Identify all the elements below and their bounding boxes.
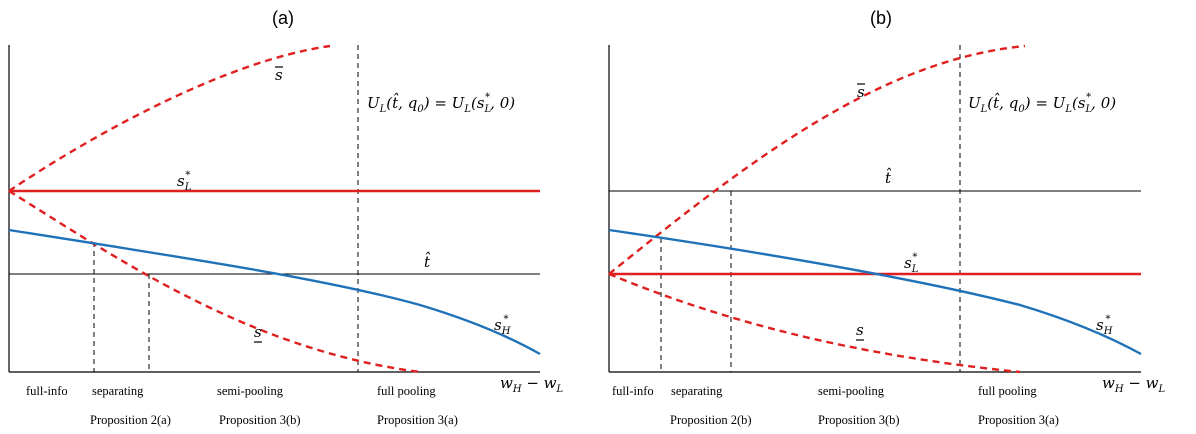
panel-a-x-axis-label: wH − wL — [500, 374, 564, 395]
panel-a-region-full-pooling: full pooling — [377, 384, 436, 398]
panel-b-prop-full-pooling: Proposition 3(a) — [978, 413, 1059, 427]
panel-a-region-semi-pooling: semi-pooling — [217, 384, 284, 398]
panel-a-t-hat-label: t̂ — [424, 252, 431, 271]
panel-b-s-under-label: s — [856, 321, 864, 341]
panel-b-region-semi-pooling: semi-pooling — [818, 384, 885, 398]
panel-b-sH-star-label: sH* — [1096, 314, 1113, 337]
svg-text:UL(t̂, q0) = UL(sL*, 0): UL(t̂, q0) = UL(sL*, 0) — [367, 92, 515, 115]
svg-text:s: s — [275, 66, 283, 84]
svg-text:UL(t̂, q0) = UL(sL*, 0): UL(t̂, q0) = UL(sL*, 0) — [968, 92, 1116, 115]
panel-a-sH-star-label: sH* — [494, 314, 511, 337]
svg-text:wH − wL: wH − wL — [500, 374, 564, 395]
panel-b-region-full-info: full-info — [612, 384, 654, 398]
panel-b-x-axis-label: wH − wL — [1102, 374, 1166, 395]
panel-a-sL-star-label: sL* — [177, 170, 192, 193]
svg-text:s: s — [254, 323, 262, 341]
panel-b-prop-semi-pooling: Proposition 3(b) — [818, 413, 900, 427]
panel-a-sH-star-curve — [8, 228, 541, 356]
panel-a-s-under-label: s — [254, 323, 262, 343]
panel-b-region-full-pooling: full pooling — [978, 384, 1037, 398]
svg-text:sL*: sL* — [904, 252, 919, 275]
panel-a-condition-label: UL(t̂, q0) = UL(sL*, 0) — [367, 92, 515, 115]
svg-text:wH − wL: wH − wL — [1102, 374, 1166, 395]
svg-text:s: s — [856, 321, 864, 339]
panel-a: (a) s s sL* sH* t̂ — [8, 8, 564, 427]
panel-b-sL-star-label: sL* — [904, 252, 919, 275]
panel-b-sH-star-curve — [608, 228, 1142, 356]
svg-text:sH*: sH* — [1096, 314, 1113, 337]
panel-a-s-bar-curve — [8, 44, 331, 192]
panel-b-prop-separating: Proposition 2(b) — [670, 413, 752, 427]
panel-b-s-bar-label: s — [857, 83, 865, 101]
svg-text:s: s — [857, 83, 865, 101]
panel-a-region-full-info: full-info — [26, 384, 68, 398]
panel-b-condition-label: UL(t̂, q0) = UL(sL*, 0) — [968, 92, 1116, 115]
panel-b: (b) s s sL* sH* t̂ — [608, 8, 1166, 427]
svg-text:sH*: sH* — [494, 314, 511, 337]
panel-a-title: (a) — [272, 8, 294, 28]
panel-b-title: (b) — [870, 8, 892, 28]
panel-b-region-separating: separating — [671, 384, 723, 398]
panel-b-t-hat-label: t̂ — [885, 168, 892, 187]
panel-a-prop-full-pooling: Proposition 3(a) — [377, 413, 458, 427]
panel-a-prop-semi-pooling: Proposition 3(b) — [219, 413, 301, 427]
panel-b-s-bar-curve — [608, 44, 1026, 275]
panel-a-region-separating: separating — [92, 384, 144, 398]
panel-a-s-bar-label: s — [275, 66, 283, 84]
panel-a-s-under-curve — [8, 189, 421, 374]
svg-text:sL*: sL* — [177, 170, 192, 193]
panel-b-s-under-curve — [608, 272, 1021, 374]
panel-a-prop-separating: Proposition 2(a) — [90, 413, 171, 427]
